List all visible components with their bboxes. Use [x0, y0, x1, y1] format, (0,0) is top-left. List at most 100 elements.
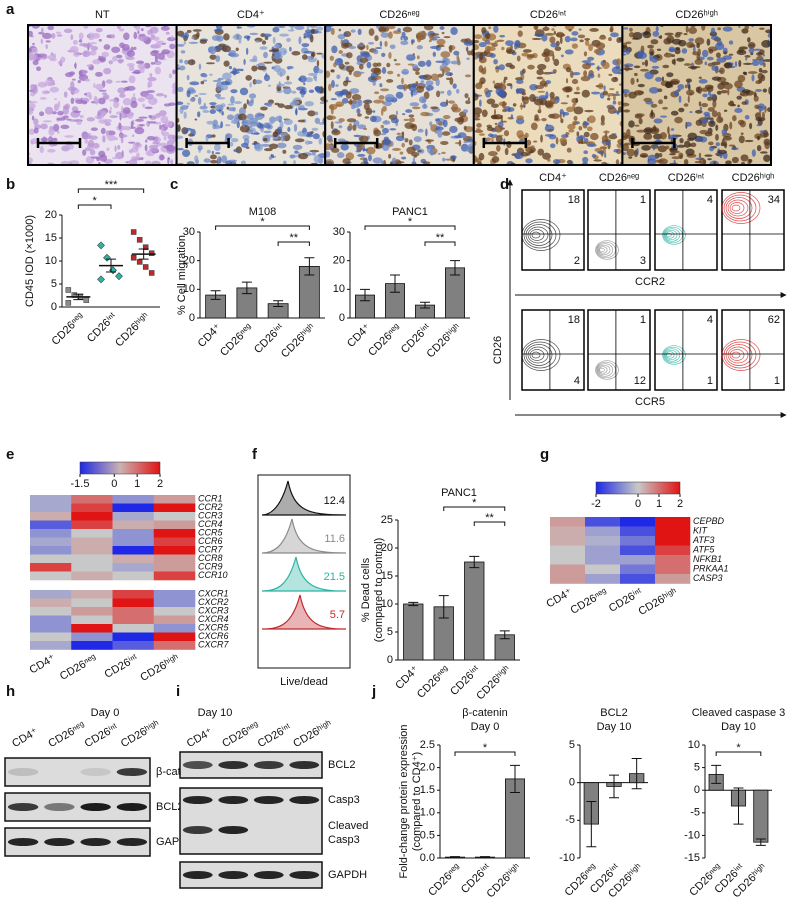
cell: [688, 143, 692, 147]
cell: [663, 95, 668, 100]
cell: [364, 99, 372, 103]
cell: [300, 93, 305, 98]
x-tick-label: CD26ⁿᵉᵍ: [49, 311, 86, 348]
cell: [202, 109, 210, 113]
row-label: NFKB1: [693, 554, 722, 564]
cell: [326, 160, 333, 165]
cell: [235, 47, 239, 52]
cell: [489, 53, 496, 58]
cell: [338, 125, 343, 129]
cell: [121, 43, 130, 51]
cell: [765, 29, 772, 34]
cell: [330, 27, 335, 35]
panel-label: j: [371, 683, 376, 700]
cell: [395, 110, 399, 116]
cell: [86, 117, 95, 122]
cell: [564, 25, 575, 31]
cell: [137, 97, 145, 103]
histogram-value: 5.7: [330, 609, 345, 621]
error-bar: [469, 555, 480, 569]
cell: [493, 58, 498, 65]
cell: [743, 72, 748, 76]
cell: [722, 26, 733, 32]
cell: [44, 106, 54, 115]
cell: [605, 140, 611, 146]
colorbar-tick-label: 1: [134, 478, 140, 490]
cell: [626, 148, 636, 157]
cell: [670, 80, 680, 85]
cell: [348, 123, 353, 131]
cell: [673, 159, 676, 165]
cell: [307, 58, 317, 63]
point: [115, 272, 123, 281]
row-label: ATF3: [692, 535, 714, 545]
contour: [531, 351, 541, 359]
cell: [507, 107, 515, 112]
cell: [756, 145, 762, 152]
cell: [312, 133, 320, 140]
heatmap-cell: [112, 554, 155, 564]
cell: [736, 49, 747, 56]
y-axis-label: (compared to CD4⁺): [411, 752, 423, 851]
cell: [305, 55, 315, 60]
cell: [103, 118, 112, 123]
point: [130, 255, 137, 261]
cell: [223, 60, 230, 67]
cell: [685, 148, 695, 156]
cell: [45, 40, 51, 43]
error-bar: [450, 260, 460, 276]
cell: [401, 131, 405, 139]
cell: [665, 145, 670, 150]
cell: [435, 126, 444, 131]
cell: [103, 96, 108, 99]
cell: [220, 81, 231, 86]
cell: [62, 115, 69, 119]
contour: [721, 192, 761, 224]
cell: [54, 98, 57, 101]
cell: [756, 124, 762, 127]
cell: [259, 46, 268, 50]
cell: [28, 157, 33, 164]
cell: [457, 116, 464, 125]
cell: [584, 39, 590, 46]
cell: [58, 60, 63, 66]
contour: [531, 231, 541, 239]
cell: [142, 103, 146, 108]
cell: [263, 137, 268, 142]
bar: [464, 561, 485, 661]
significance-bracket: [454, 751, 516, 756]
cell: [245, 75, 252, 81]
cell: [304, 101, 314, 107]
cell: [134, 127, 145, 135]
cell: [28, 30, 33, 37]
cell: [494, 40, 499, 44]
cell: [188, 41, 199, 44]
heatmap-cell: [550, 545, 586, 556]
cell: [208, 46, 217, 55]
histogram-curve: [261, 556, 347, 592]
cell: [57, 110, 64, 116]
cell: [460, 133, 467, 138]
cell: [252, 55, 258, 62]
cell: [728, 40, 734, 45]
cell: [291, 90, 297, 94]
heatmap-cell: [30, 641, 72, 650]
cell: [221, 45, 232, 53]
cell: [346, 118, 357, 123]
cell: [338, 28, 342, 32]
cell: [160, 25, 170, 31]
cell: [393, 58, 397, 62]
cell: [450, 27, 458, 35]
cell: [647, 158, 656, 165]
cell: [488, 150, 498, 157]
heatmap-cell: [71, 624, 113, 633]
cell: [542, 26, 550, 32]
cell: [152, 141, 160, 145]
point: [130, 229, 137, 235]
cell: [215, 25, 223, 30]
cell: [662, 106, 669, 110]
cell: [194, 155, 199, 163]
cell: [659, 132, 667, 140]
quadrant-value: 18: [568, 314, 580, 326]
cell: [359, 135, 369, 143]
